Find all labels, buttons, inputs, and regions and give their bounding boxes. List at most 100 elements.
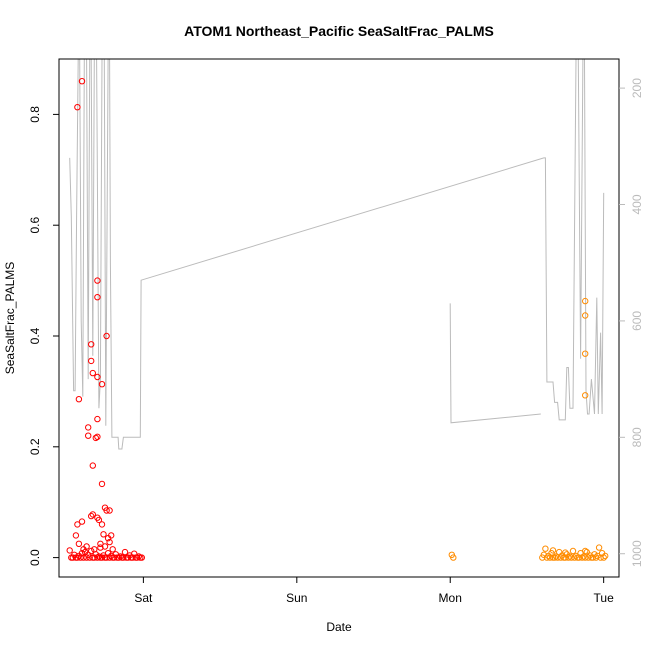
y2-tick-label: 400 — [630, 194, 644, 214]
data-point-series-1 — [552, 553, 560, 560]
chart-title: ATOM1 Northeast_Pacific SeaSaltFrac_PALM… — [184, 23, 494, 39]
data-point-series-0 — [98, 480, 106, 488]
data-point-series-0 — [106, 507, 113, 514]
data-point-series-0 — [138, 554, 146, 561]
data-point-series-0 — [134, 554, 141, 561]
data-point-series-1 — [582, 547, 589, 555]
y-tick-label: 0.6 — [28, 217, 42, 234]
data-point-series-1 — [556, 548, 563, 556]
data-point-series-1 — [543, 554, 551, 561]
data-point-series-0 — [94, 277, 101, 284]
data-point-series-0 — [74, 554, 81, 561]
data-point-series-0 — [80, 554, 87, 561]
data-point-series-1 — [562, 549, 569, 556]
secondary-line-1 — [449, 303, 541, 424]
data-point-series-0 — [86, 554, 93, 561]
data-point-series-0 — [88, 357, 95, 365]
data-point-series-0 — [106, 538, 113, 546]
plot-area: Sat Sun Mon Tue 0.0 0.2 0.4 0.6 0.8 200 400 600 800 1… — [28, 58, 644, 605]
data-point-series-0 — [85, 432, 92, 439]
data-point-series-0 — [94, 294, 101, 301]
data-point-series-0 — [108, 532, 115, 539]
data-point-series-0 — [78, 518, 86, 525]
y-tick-label: 0.8 — [28, 106, 42, 123]
data-point-series-0 — [103, 507, 110, 514]
data-point-series-0 — [89, 369, 97, 377]
data-point-series-0 — [75, 396, 83, 403]
data-point-series-0 — [74, 104, 81, 111]
data-point-series-0 — [89, 511, 97, 518]
data-point-series-1 — [551, 554, 558, 561]
y-tick-label: 0.4 — [28, 327, 42, 344]
data-point-series-1 — [575, 554, 583, 561]
y-tick-label: 0.2 — [28, 438, 42, 455]
data-point-series-0 — [77, 554, 84, 561]
data-point-series-1 — [595, 544, 603, 551]
data-point-series-1 — [572, 552, 580, 560]
data-point-series-0 — [92, 434, 100, 442]
data-point-series-0 — [97, 540, 104, 547]
data-point-series-0 — [85, 424, 92, 431]
data-point-series-0 — [78, 550, 86, 557]
data-point-series-1 — [549, 547, 557, 554]
data-point-series-0 — [115, 554, 123, 561]
data-point-series-1 — [450, 554, 457, 561]
data-point-series-0 — [94, 373, 101, 381]
data-point-series-1 — [566, 553, 574, 560]
data-point-series-0 — [88, 341, 95, 348]
x-tick-label: Sat — [134, 591, 153, 605]
y2-tick-label: 600 — [630, 311, 644, 331]
data-point-series-1 — [542, 545, 549, 552]
data-point-series-1 — [594, 552, 601, 560]
data-point-series-0 — [100, 531, 107, 538]
y-tick-label: 0.0 — [28, 549, 42, 566]
data-point-series-0 — [72, 532, 80, 539]
data-point-series-0 — [88, 512, 95, 520]
data-point-series-1 — [582, 297, 589, 305]
data-point-series-0 — [129, 554, 136, 561]
x-axis-label: Date — [326, 620, 352, 634]
data-point-series-1 — [600, 554, 607, 561]
x-tick-label: Sun — [286, 591, 307, 605]
data-point-series-1 — [569, 547, 577, 555]
data-point-series-0 — [95, 516, 103, 524]
data-point-series-0 — [74, 521, 81, 528]
data-point-series-0 — [120, 554, 127, 561]
data-point-series-0 — [101, 543, 109, 550]
data-point-series-0 — [83, 543, 90, 550]
data-point-series-1 — [546, 554, 554, 561]
data-point-series-0 — [106, 554, 113, 561]
data-point-series-0 — [94, 415, 101, 423]
y-axis-label: SeaSaltFrac_PALMS — [3, 262, 17, 375]
data-point-series-0 — [131, 550, 138, 557]
data-point-series-1 — [582, 392, 589, 399]
data-point-series-0 — [98, 381, 106, 388]
secondary-line-0 — [69, 58, 605, 450]
data-point-series-0 — [98, 521, 106, 528]
data-point-series-0 — [97, 544, 104, 551]
data-point-series-1 — [602, 552, 609, 560]
data-point-series-0 — [103, 332, 110, 340]
data-point-series-1 — [565, 554, 572, 561]
plot-frame — [58, 58, 620, 578]
y2-tick-label: 800 — [630, 427, 644, 447]
data-point-series-0 — [109, 546, 116, 553]
data-point-series-0 — [111, 554, 118, 561]
data-point-series-0 — [88, 547, 95, 555]
x-tick-label: Tue — [594, 591, 615, 605]
data-point-series-0 — [89, 462, 97, 469]
data-point-series-0 — [75, 540, 83, 547]
data-point-series-1 — [571, 554, 578, 561]
data-point-series-1 — [582, 350, 589, 357]
data-point-series-0 — [91, 546, 98, 553]
data-point-series-0 — [94, 433, 101, 440]
data-point-series-1 — [582, 312, 589, 319]
data-point-series-0 — [66, 547, 73, 554]
data-point-series-0 — [78, 78, 86, 85]
data-point-series-0 — [94, 554, 101, 561]
x-tick-label: Mon — [439, 591, 462, 605]
data-point-series-0 — [135, 553, 143, 560]
data-point-series-1 — [579, 554, 586, 561]
data-point-series-0 — [91, 554, 98, 561]
